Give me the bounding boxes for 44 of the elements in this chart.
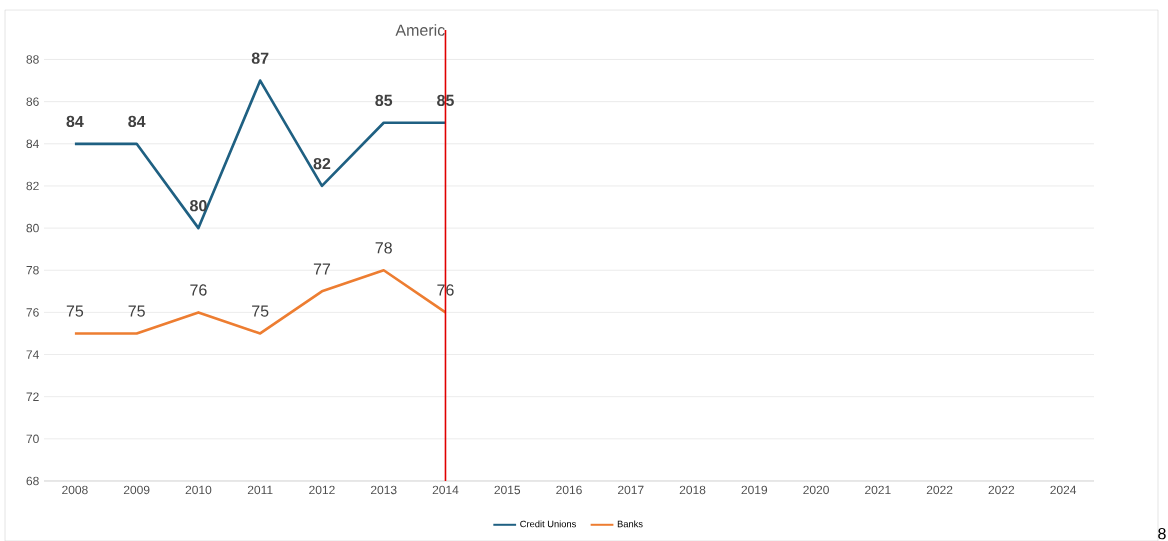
- x-tick-label: 2016: [556, 485, 582, 495]
- x-tick-label: 2024: [1050, 485, 1077, 495]
- y-tick-label: 76: [26, 308, 39, 317]
- data-label: 75: [66, 305, 84, 317]
- data-label: 75: [128, 305, 145, 317]
- legend-label: Banks: [617, 520, 643, 528]
- x-tick-label: 2020: [803, 485, 829, 495]
- y-tick-label: 82: [26, 181, 39, 191]
- x-tick-label: 2014: [432, 485, 459, 495]
- x-tick-label: 2018: [679, 485, 706, 495]
- x-tick-label: 2010: [185, 485, 212, 495]
- x-tick-label: 2011: [247, 485, 273, 495]
- data-label: 85: [375, 94, 393, 106]
- x-tick-label: 2008: [62, 485, 88, 495]
- data-label: 87: [251, 52, 269, 64]
- data-label: 78: [375, 242, 392, 254]
- data-label: 84: [128, 115, 146, 128]
- data-label: 76: [190, 284, 207, 296]
- x-tick-label: 2017: [618, 485, 644, 495]
- y-tick-label: 88: [26, 55, 39, 64]
- y-tick-label: 70: [26, 434, 39, 444]
- y-tick-label: 80: [26, 223, 39, 233]
- legend-label: Credit Unions: [520, 520, 576, 528]
- data-label: 77: [313, 263, 331, 275]
- data-label: 84: [66, 115, 84, 128]
- chart-title: Americ: [395, 24, 445, 36]
- y-tick-label: 78: [26, 265, 39, 275]
- data-label: 75: [252, 305, 269, 317]
- y-tick-label: 72: [26, 392, 39, 401]
- x-tick-label: 2019: [741, 485, 768, 495]
- x-tick-label: 2012: [309, 485, 335, 495]
- text: 8: [1158, 528, 1166, 540]
- data-label: 80: [190, 200, 207, 212]
- x-tick-label: 2021: [865, 485, 891, 495]
- x-tick-label: 2009: [123, 485, 150, 495]
- data-label: 82: [313, 157, 331, 170]
- x-tick-label: 2022: [988, 485, 1015, 495]
- y-tick-label: 68: [26, 476, 39, 486]
- y-tick-label: 74: [26, 350, 39, 359]
- y-tick-label: 84: [26, 139, 39, 149]
- x-tick-label: 2013: [370, 485, 397, 495]
- x-tick-label: 2022: [926, 485, 953, 495]
- x-tick-label: 2015: [494, 485, 521, 495]
- y-tick-label: 86: [26, 97, 39, 106]
